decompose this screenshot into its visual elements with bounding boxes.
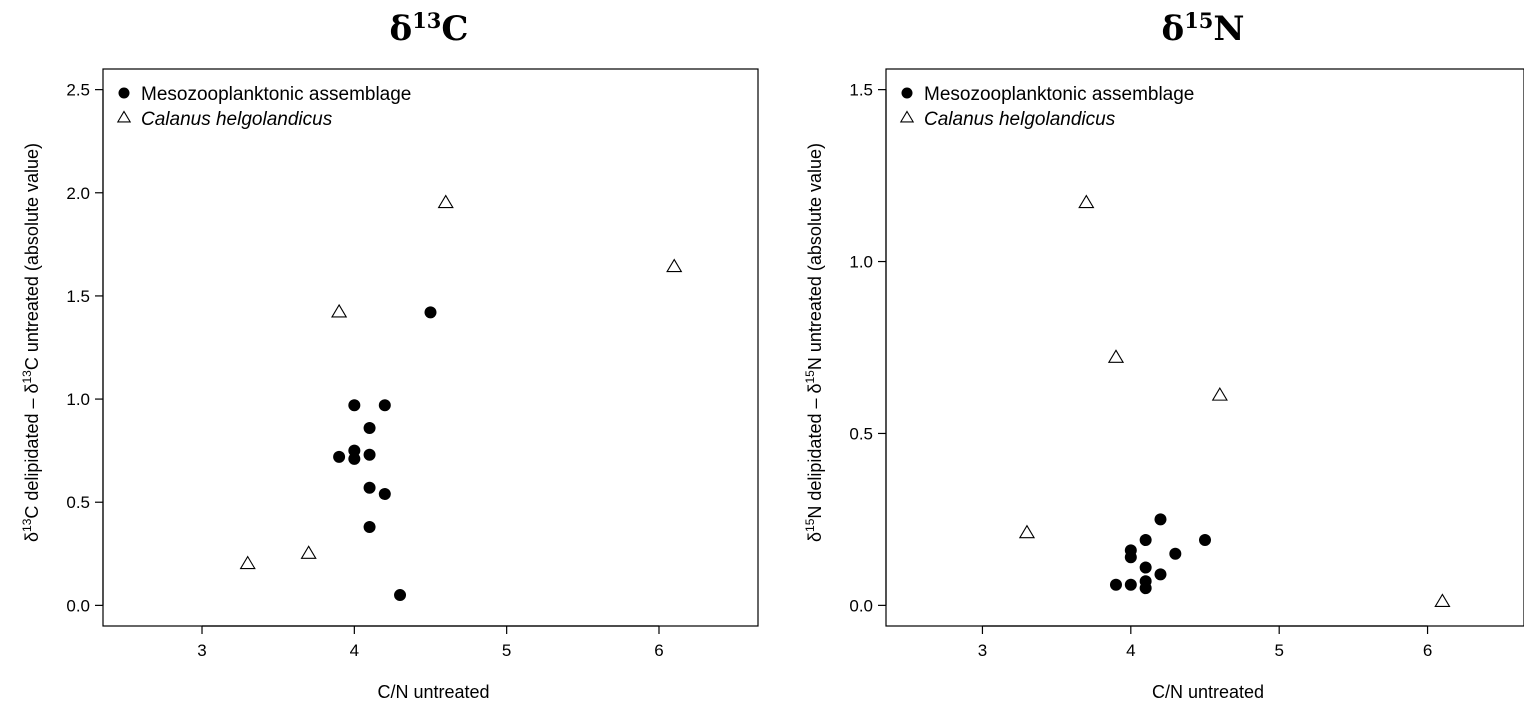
y-tick-label: 0.5 xyxy=(849,424,873,443)
data-point-circle xyxy=(1139,561,1152,574)
data-point-circle xyxy=(1109,578,1122,591)
series-calanus xyxy=(1018,194,1451,607)
series-mesozooplankton xyxy=(1109,513,1211,595)
x-tick-label: 3 xyxy=(197,641,206,660)
data-point-circle xyxy=(378,487,391,500)
x-tick-label: 6 xyxy=(1423,641,1432,660)
data-point-triangle xyxy=(239,555,256,570)
y-tick-label: 0.0 xyxy=(849,596,873,615)
data-point-triangle xyxy=(1434,593,1451,607)
legend-marker-triangle xyxy=(899,110,915,123)
data-point-triangle xyxy=(666,258,683,273)
data-point-triangle xyxy=(300,545,317,559)
x-tick-label: 4 xyxy=(1126,641,1135,660)
data-point-circle xyxy=(1154,568,1167,581)
x-axis-label: C/N untreated xyxy=(377,682,489,702)
legend-label: Calanus helgolandicus xyxy=(924,109,1116,130)
data-point-circle xyxy=(1139,582,1152,595)
y-tick-label: 2.0 xyxy=(66,184,90,203)
data-point-circle xyxy=(1124,578,1137,591)
y-axis-label: δ13C delipidated – δ13C untreated (absol… xyxy=(20,143,42,542)
data-point-circle xyxy=(1199,534,1211,547)
y-tick-label: 2.5 xyxy=(66,81,90,100)
data-point-circle xyxy=(363,481,376,494)
data-point-circle xyxy=(1169,547,1182,560)
y-tick-label: 1.0 xyxy=(66,390,90,409)
panel-1: δ13C 3 4 5 6 0.0 0.5 1.0 1.5 2.0 2.5 C/N untreated δ… xyxy=(20,8,759,702)
data-point-circle xyxy=(363,448,376,461)
legend-marker-circle xyxy=(901,87,913,99)
plot-frame xyxy=(102,68,759,627)
x-tick-label: 6 xyxy=(654,641,663,660)
data-point-triangle xyxy=(1107,349,1125,363)
data-point-triangle xyxy=(331,303,348,318)
series-calanus xyxy=(239,194,683,570)
legend: Mesozooplanktonic assemblage Calanus helg… xyxy=(116,84,411,130)
data-point-circle xyxy=(333,450,346,463)
data-point-circle xyxy=(394,589,407,602)
y-tick-label: 1.5 xyxy=(66,287,90,306)
panel-title: δ13C xyxy=(390,8,469,49)
data-point-triangle xyxy=(1078,194,1095,209)
data-point-circle xyxy=(378,399,391,412)
legend-label: Calanus helgolandicus xyxy=(141,109,333,130)
panel-title: δ15N xyxy=(1162,8,1245,49)
data-point-triangle xyxy=(1211,387,1228,401)
data-point-circle xyxy=(348,399,361,412)
data-point-circle xyxy=(1139,534,1152,547)
legend-marker-triangle xyxy=(116,110,132,123)
legend-label: Mesozooplanktonic assemblage xyxy=(141,84,411,105)
data-point-circle xyxy=(424,306,437,319)
legend-marker-circle xyxy=(118,87,130,99)
y-axis-label: δ15N delipidated – δ15N untreated (absol… xyxy=(803,143,825,542)
data-point-circle xyxy=(348,452,361,465)
legend: Mesozooplanktonic assemblage Calanus helg… xyxy=(899,84,1194,130)
legend-label: Mesozooplanktonic assemblage xyxy=(924,84,1194,105)
y-tick-label: 1.5 xyxy=(849,81,873,100)
series-mesozooplankton xyxy=(333,306,437,602)
x-axis-label: C/N untreated xyxy=(1152,682,1264,702)
data-point-triangle xyxy=(437,194,454,209)
y-tick-label: 1.0 xyxy=(849,253,873,272)
data-point-triangle xyxy=(1018,524,1036,539)
data-point-circle xyxy=(363,421,376,434)
data-point-circle xyxy=(1154,513,1167,526)
y-tick-label: 0.5 xyxy=(66,493,90,512)
x-tick-label: 4 xyxy=(350,641,359,660)
x-tick-label: 5 xyxy=(1274,641,1283,660)
data-point-circle xyxy=(363,520,376,533)
x-tick-label: 5 xyxy=(502,641,511,660)
x-tick-label: 3 xyxy=(978,641,987,660)
panel-2: δ15N 3 4 5 6 0.0 0.5 1.0 1.5 C/N untreated δ15N de… xyxy=(803,8,1524,702)
data-point-circle xyxy=(348,444,361,457)
y-tick-label: 0.0 xyxy=(66,596,90,615)
data-point-circle xyxy=(1124,551,1137,564)
